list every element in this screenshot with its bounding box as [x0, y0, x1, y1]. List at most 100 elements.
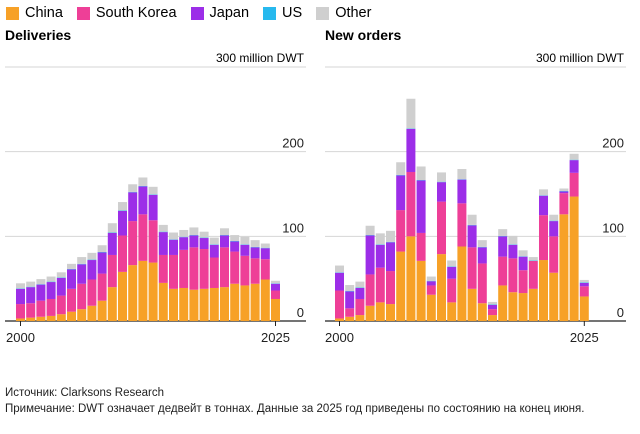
- bar-segment-japan: [488, 304, 497, 310]
- bar-segment-south-korea: [118, 235, 127, 272]
- footnote: Примечание: DWT означает дедвейт в тонна…: [5, 403, 585, 415]
- chart-panel-deliveries: Deliveries 0 100 200 300 million DWT 2000 2025: [5, 27, 306, 345]
- bar-segment-japan: [36, 284, 46, 301]
- bar-segment-south-korea: [271, 290, 280, 299]
- legend-item-other: Other: [316, 5, 371, 21]
- bar-segment-china: [549, 272, 559, 321]
- bar-segment-south-korea: [426, 285, 436, 295]
- bar-segment-japan: [158, 232, 168, 255]
- bar-segment-other: [488, 301, 497, 305]
- legend-label: US: [282, 5, 303, 21]
- bar-segment-south-korea: [46, 298, 56, 316]
- bar-segment-other: [128, 184, 138, 192]
- bar-segment-china: [498, 285, 508, 321]
- bar-segment-other: [158, 224, 168, 232]
- bar-segment-other: [16, 283, 25, 289]
- legend-item-china: China: [6, 5, 63, 21]
- bar-segment-japan: [148, 194, 158, 221]
- bar-segment-other: [209, 237, 219, 245]
- legend-swatch: [76, 6, 90, 20]
- bar-segment-other: [97, 245, 107, 252]
- bar-segment-other: [549, 214, 559, 221]
- bar-segment-japan: [345, 291, 355, 309]
- legend-label: Japan: [209, 5, 250, 21]
- bar-segment-china: [220, 287, 229, 321]
- bar-segment-china: [107, 287, 117, 321]
- bar-segment-other: [416, 166, 426, 181]
- bar-segment-japan: [240, 244, 250, 256]
- bar-segment-china: [199, 288, 209, 321]
- bar-segment-japan: [406, 128, 416, 172]
- bar-segment-south-korea: [128, 221, 138, 266]
- bar-segment-japan: [118, 210, 127, 236]
- chart-title: Deliveries: [5, 27, 71, 43]
- bar-segment-china: [488, 315, 497, 321]
- bar-segment-other: [36, 279, 46, 285]
- bar-segment-south-korea: [250, 258, 260, 284]
- bar-segment-other: [56, 272, 66, 278]
- x-tick-label: 2000: [6, 330, 35, 345]
- y-tick-label: 0: [297, 305, 304, 320]
- bar-segment-other: [539, 189, 548, 196]
- bar-segment-south-korea: [569, 172, 579, 197]
- y-tick-label: 0: [617, 305, 624, 320]
- bar-segment-other: [77, 257, 87, 264]
- bar-segment-other: [87, 252, 97, 260]
- bar-segment-south-korea: [457, 203, 467, 247]
- legend-item-japan: Japan: [190, 5, 250, 21]
- bar-segment-south-korea: [158, 254, 168, 283]
- bar-segment-other: [148, 186, 158, 195]
- bar-segment-china: [508, 292, 518, 321]
- bar-segment-china: [335, 318, 344, 321]
- bar-segment-south-korea: [559, 193, 569, 215]
- bar-segment-other: [240, 236, 250, 245]
- bar-segment-other: [260, 243, 270, 248]
- unit-label: 300 million DWT: [216, 51, 305, 65]
- bar-segment-south-korea: [375, 267, 385, 303]
- bar-segment-china: [118, 271, 127, 321]
- y-tick-label: 200: [282, 136, 304, 151]
- bar-segment-china: [467, 288, 477, 321]
- bar-segment-south-korea: [36, 300, 46, 317]
- y-tick-label: 100: [282, 220, 304, 235]
- bar-segment-china: [559, 214, 569, 321]
- bar-segment-other: [386, 230, 395, 242]
- bar-segment-other: [528, 257, 538, 261]
- bar-segment-japan: [447, 266, 457, 279]
- bar-segment-japan: [56, 277, 66, 296]
- bar-segment-china: [240, 285, 250, 321]
- bar-segment-japan: [209, 244, 219, 258]
- bar-segment-japan: [355, 287, 365, 299]
- bar-segment-south-korea: [539, 215, 548, 261]
- bar-segment-japan: [416, 180, 426, 233]
- legend-item-us: US: [263, 5, 302, 21]
- bar-segment-japan: [518, 256, 528, 271]
- bar-segment-other: [406, 98, 416, 129]
- bar-segment-china: [128, 265, 138, 321]
- bar-segment-japan: [97, 252, 107, 274]
- bar-segment-other: [230, 235, 240, 241]
- bar-segment-japan: [467, 225, 477, 248]
- bar-segment-south-korea: [365, 274, 375, 306]
- bar-segment-china: [426, 294, 436, 321]
- bar-segment-other: [118, 202, 127, 211]
- bar-segment-south-korea: [508, 258, 518, 293]
- x-tick-label: 2025: [261, 330, 290, 345]
- bar-segment-other: [375, 233, 385, 245]
- bar-segment-china: [16, 318, 25, 321]
- bar-segment-other: [508, 235, 518, 245]
- bar-segment-japan: [386, 242, 395, 272]
- bar-segment-south-korea: [498, 256, 508, 286]
- bar-segment-china: [67, 311, 76, 321]
- bar-segment-other: [426, 276, 436, 281]
- bar-segment-other: [437, 172, 446, 182]
- bar-segment-china: [56, 314, 66, 321]
- legend-swatch: [263, 6, 277, 20]
- bar-segment-china: [477, 303, 487, 321]
- bar-segment-other: [271, 280, 280, 284]
- bar-segment-south-korea: [56, 295, 66, 315]
- bar-segment-south-korea: [477, 263, 487, 304]
- bar-segment-china: [518, 293, 528, 321]
- bar-segment-other: [498, 229, 508, 236]
- bar-segment-south-korea: [355, 298, 365, 316]
